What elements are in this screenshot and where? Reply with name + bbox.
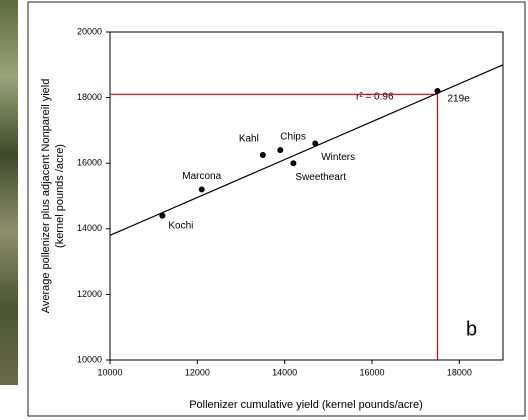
point-label: Kochi [168,220,193,231]
x-tick-label: 12000 [185,367,210,377]
plot-frame [110,32,503,360]
point [290,160,296,166]
panel-letter: b [466,318,477,340]
point-label: Kahl [239,134,259,145]
point-label: Sweetheart [295,172,346,183]
point-label: 219e [448,94,471,105]
y-tick-label: 14000 [77,223,102,233]
chart: Pollenizer cumulative yield (kernel poun… [0,0,528,420]
point [159,213,165,219]
x-tick-label: 18000 [447,367,472,377]
y-axis-title: Average pollenizer plus adjacent Nonpare… [40,79,52,314]
point [435,88,441,94]
point [199,186,205,192]
point [260,152,266,158]
x-tick-label: 10000 [97,367,122,377]
point-label: Marcona [182,171,221,182]
photo-strip [0,0,18,385]
fit-line [110,65,503,236]
y-tick-label: 18000 [77,92,102,102]
r-squared: r² = 0.96 [356,92,394,103]
y-tick-label: 12000 [77,289,102,299]
point-label: Chips [280,132,306,143]
x-tick-label: 14000 [272,367,297,377]
x-axis-title: Pollenizer cumulative yield (kernel poun… [189,399,423,411]
y-tick-label: 10000 [77,354,102,364]
x-tick-label: 16000 [359,367,384,377]
point [277,147,283,153]
point [312,141,318,147]
point-label: Winters [321,152,355,163]
y-tick-label: 16000 [77,158,102,168]
y-tick-label: 20000 [77,26,102,36]
y-axis-title: (kernel pounds /acre) [54,144,66,248]
figure-border [28,2,525,416]
